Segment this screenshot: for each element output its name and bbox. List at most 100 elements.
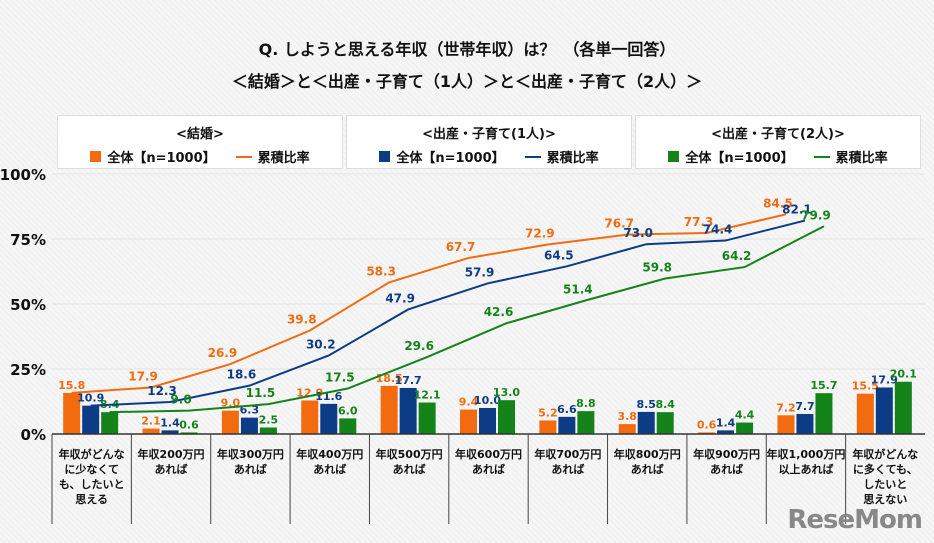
bar-value-label: 1.4: [160, 416, 180, 429]
bar-value-label: 1.4: [716, 416, 736, 429]
watermark-logo: ReseMom: [787, 505, 923, 535]
y-tick-label: 100%: [0, 166, 46, 184]
bar: [221, 410, 239, 434]
x-category-label: 年収がどんな: [852, 447, 918, 461]
legend-line-label: 累積比率: [546, 151, 599, 166]
cumulative-line: [109, 225, 825, 414]
legend-header: <結婚>: [176, 127, 224, 142]
x-category-label: 年収500万円: [376, 447, 443, 461]
chart-title: Q. しようと思える年収（世帯年収）は？ （各単一回答）: [258, 40, 676, 59]
cumulative-value-label: 17.9: [128, 369, 158, 383]
bar: [460, 409, 477, 434]
legend-header: <出産・子育て(2人)>: [711, 127, 845, 142]
bar: [142, 428, 160, 434]
y-tick-label: 75%: [10, 231, 46, 249]
bar-value-label: 7.2: [776, 401, 796, 414]
bar: [82, 405, 100, 434]
x-category-label: 年収900万円: [693, 447, 760, 461]
bar: [539, 420, 557, 434]
legend-line-swatch: [524, 155, 541, 158]
x-category-label: あれば: [393, 462, 426, 476]
x-category-label: 思えない: [863, 493, 907, 506]
bar: [240, 417, 258, 434]
bar-value-label: 17.9: [871, 373, 898, 386]
y-tick-label: 25%: [10, 361, 46, 379]
bar-value-label: 4.4: [735, 409, 755, 422]
y-tick-label: 50%: [10, 296, 46, 314]
cumulative-value-label: 30.2: [306, 337, 336, 351]
bar-value-label: 2.5: [259, 414, 279, 427]
cumulative-value-label: 47.9: [385, 291, 415, 305]
x-category-label: あれば: [234, 462, 267, 476]
bar: [577, 411, 595, 434]
bar: [656, 412, 674, 434]
bar-value-label: 8.5: [636, 398, 656, 411]
cumulative-value-label: 76.7: [604, 217, 634, 231]
bar: [339, 418, 357, 434]
x-category-label: あれば: [631, 462, 664, 476]
cumulative-value-label: 18.6: [227, 368, 257, 382]
bar: [101, 412, 119, 434]
bar-value-label: 17.7: [395, 374, 422, 387]
x-category-label: 年収1,000万円: [767, 447, 846, 461]
bar: [856, 393, 874, 434]
x-category-label: 年収700万円: [534, 447, 601, 461]
bar: [418, 402, 436, 434]
x-category-label: あれば: [155, 462, 188, 476]
bar-value-label: 12.1: [414, 389, 441, 402]
bar: [894, 381, 912, 434]
y-tick-label: 0%: [21, 426, 46, 444]
cumulative-value-label: 73.0: [623, 226, 653, 240]
cumulative-value-label: 74.4: [703, 223, 733, 237]
chart-subtitle: ＜結婚＞と＜出産・子育て（1人）＞と＜出産・子育て（2人）＞: [231, 72, 703, 91]
legend-box: <出産・子育て(2人)> 全体【n=1000】 累積比率: [635, 115, 921, 169]
bar: [736, 422, 754, 434]
bar-value-label: 15.8: [58, 379, 85, 392]
cumulative-value-label: 84.5: [763, 196, 793, 210]
legend-header: <出産・子育て(1人)>: [422, 127, 556, 142]
x-category-label: 以上あれば: [778, 462, 833, 476]
x-category-label: 年収200万円: [138, 447, 205, 461]
bar: [180, 432, 198, 434]
bar: [161, 430, 179, 434]
x-category-label: 思える: [75, 493, 108, 506]
cumulative-value-label: 58.3: [366, 264, 396, 278]
bar-value-label: 6.6: [557, 403, 577, 416]
bar: [618, 424, 636, 434]
cumulative-value-label: 9.0: [170, 393, 191, 407]
x-category-label: 年収600万円: [455, 447, 522, 461]
bar: [301, 400, 319, 434]
bar-value-label: 13.0: [493, 386, 520, 399]
cumulative-value-label: 51.4: [563, 282, 593, 296]
cumulative-line: [71, 213, 787, 394]
bar-value-label: 2.1: [141, 415, 161, 428]
x-category-label: あれば: [710, 462, 743, 476]
bar-value-label: 0.6: [179, 418, 199, 431]
bar: [796, 413, 814, 434]
bar-value-label: 9.4: [459, 396, 479, 409]
cumulative-value-label: 39.8: [287, 313, 317, 327]
x-category-label: も、したいと: [59, 478, 125, 491]
bar: [320, 403, 338, 434]
cumulative-line: [90, 219, 806, 407]
bar: [637, 411, 655, 434]
legend-bar-swatch: [668, 151, 680, 162]
bar-value-label: 7.7: [795, 400, 815, 413]
bar-value-label: 5.2: [538, 406, 558, 419]
bar: [777, 415, 795, 434]
bar: [558, 416, 576, 434]
bar-value-label: 15.7: [810, 379, 837, 392]
cumulative-value-label: 72.9: [525, 226, 555, 240]
x-category-label: に少なくて: [64, 462, 119, 476]
bar: [815, 393, 833, 434]
cumulative-value-label: 67.7: [446, 240, 476, 254]
bar: [498, 400, 515, 434]
legend-box: <出産・子育て(1人)> 全体【n=1000】 累積比率: [346, 115, 632, 169]
x-category-label: あれば: [472, 462, 505, 476]
cumulative-value-label: 26.9: [208, 346, 238, 360]
bar-value-label: 0.6: [697, 418, 717, 431]
bar: [717, 430, 735, 434]
bar-value-label: 12.9: [296, 386, 323, 399]
